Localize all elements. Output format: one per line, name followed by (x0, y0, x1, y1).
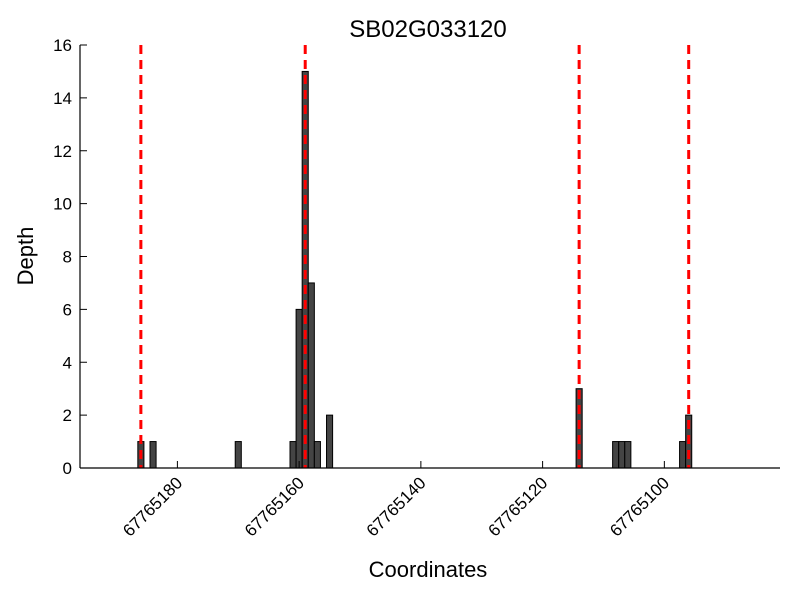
y-tick-label: 0 (63, 459, 72, 478)
depth-bar (624, 441, 632, 469)
depth-bar (149, 441, 157, 469)
y-tick-label: 16 (53, 36, 72, 55)
depth-bar (295, 308, 303, 469)
y-ticks: 0 2 4 6 8 10 12 14 16 (53, 36, 87, 478)
depth-bar (307, 282, 315, 469)
depth-bar (679, 441, 687, 469)
x-tick-label: 67765160 (241, 473, 308, 540)
depth-bar (612, 441, 620, 469)
y-tick-label: 14 (53, 89, 72, 108)
x-tick-label: 67765120 (485, 473, 552, 540)
x-tick-label: 67765180 (119, 473, 186, 540)
y-tick-label: 10 (53, 195, 72, 214)
y-tick-label: 4 (63, 353, 72, 372)
y-tick-label: 6 (63, 300, 72, 319)
depth-bar (234, 441, 242, 469)
axes (79, 45, 780, 469)
depth-bar (289, 441, 297, 469)
bars-layer (137, 70, 693, 469)
depth-bar (313, 441, 321, 469)
y-tick-label: 12 (53, 142, 72, 161)
marker-lines-layer (139, 45, 691, 468)
chart-title: SB02G033120 (349, 16, 506, 43)
y-axis-label: Depth (13, 227, 38, 286)
x-tick-label: 67765140 (363, 473, 430, 540)
depth-bar (618, 441, 626, 469)
depth-bar (326, 414, 334, 469)
y-tick-label: 8 (63, 248, 72, 267)
y-tick-label: 2 (63, 406, 72, 425)
x-tick-label: 67765100 (606, 473, 673, 540)
x-axis-label: Coordinates (369, 557, 488, 582)
x-ticks: 67765180 67765160 67765140 67765120 67765100 (119, 461, 673, 540)
